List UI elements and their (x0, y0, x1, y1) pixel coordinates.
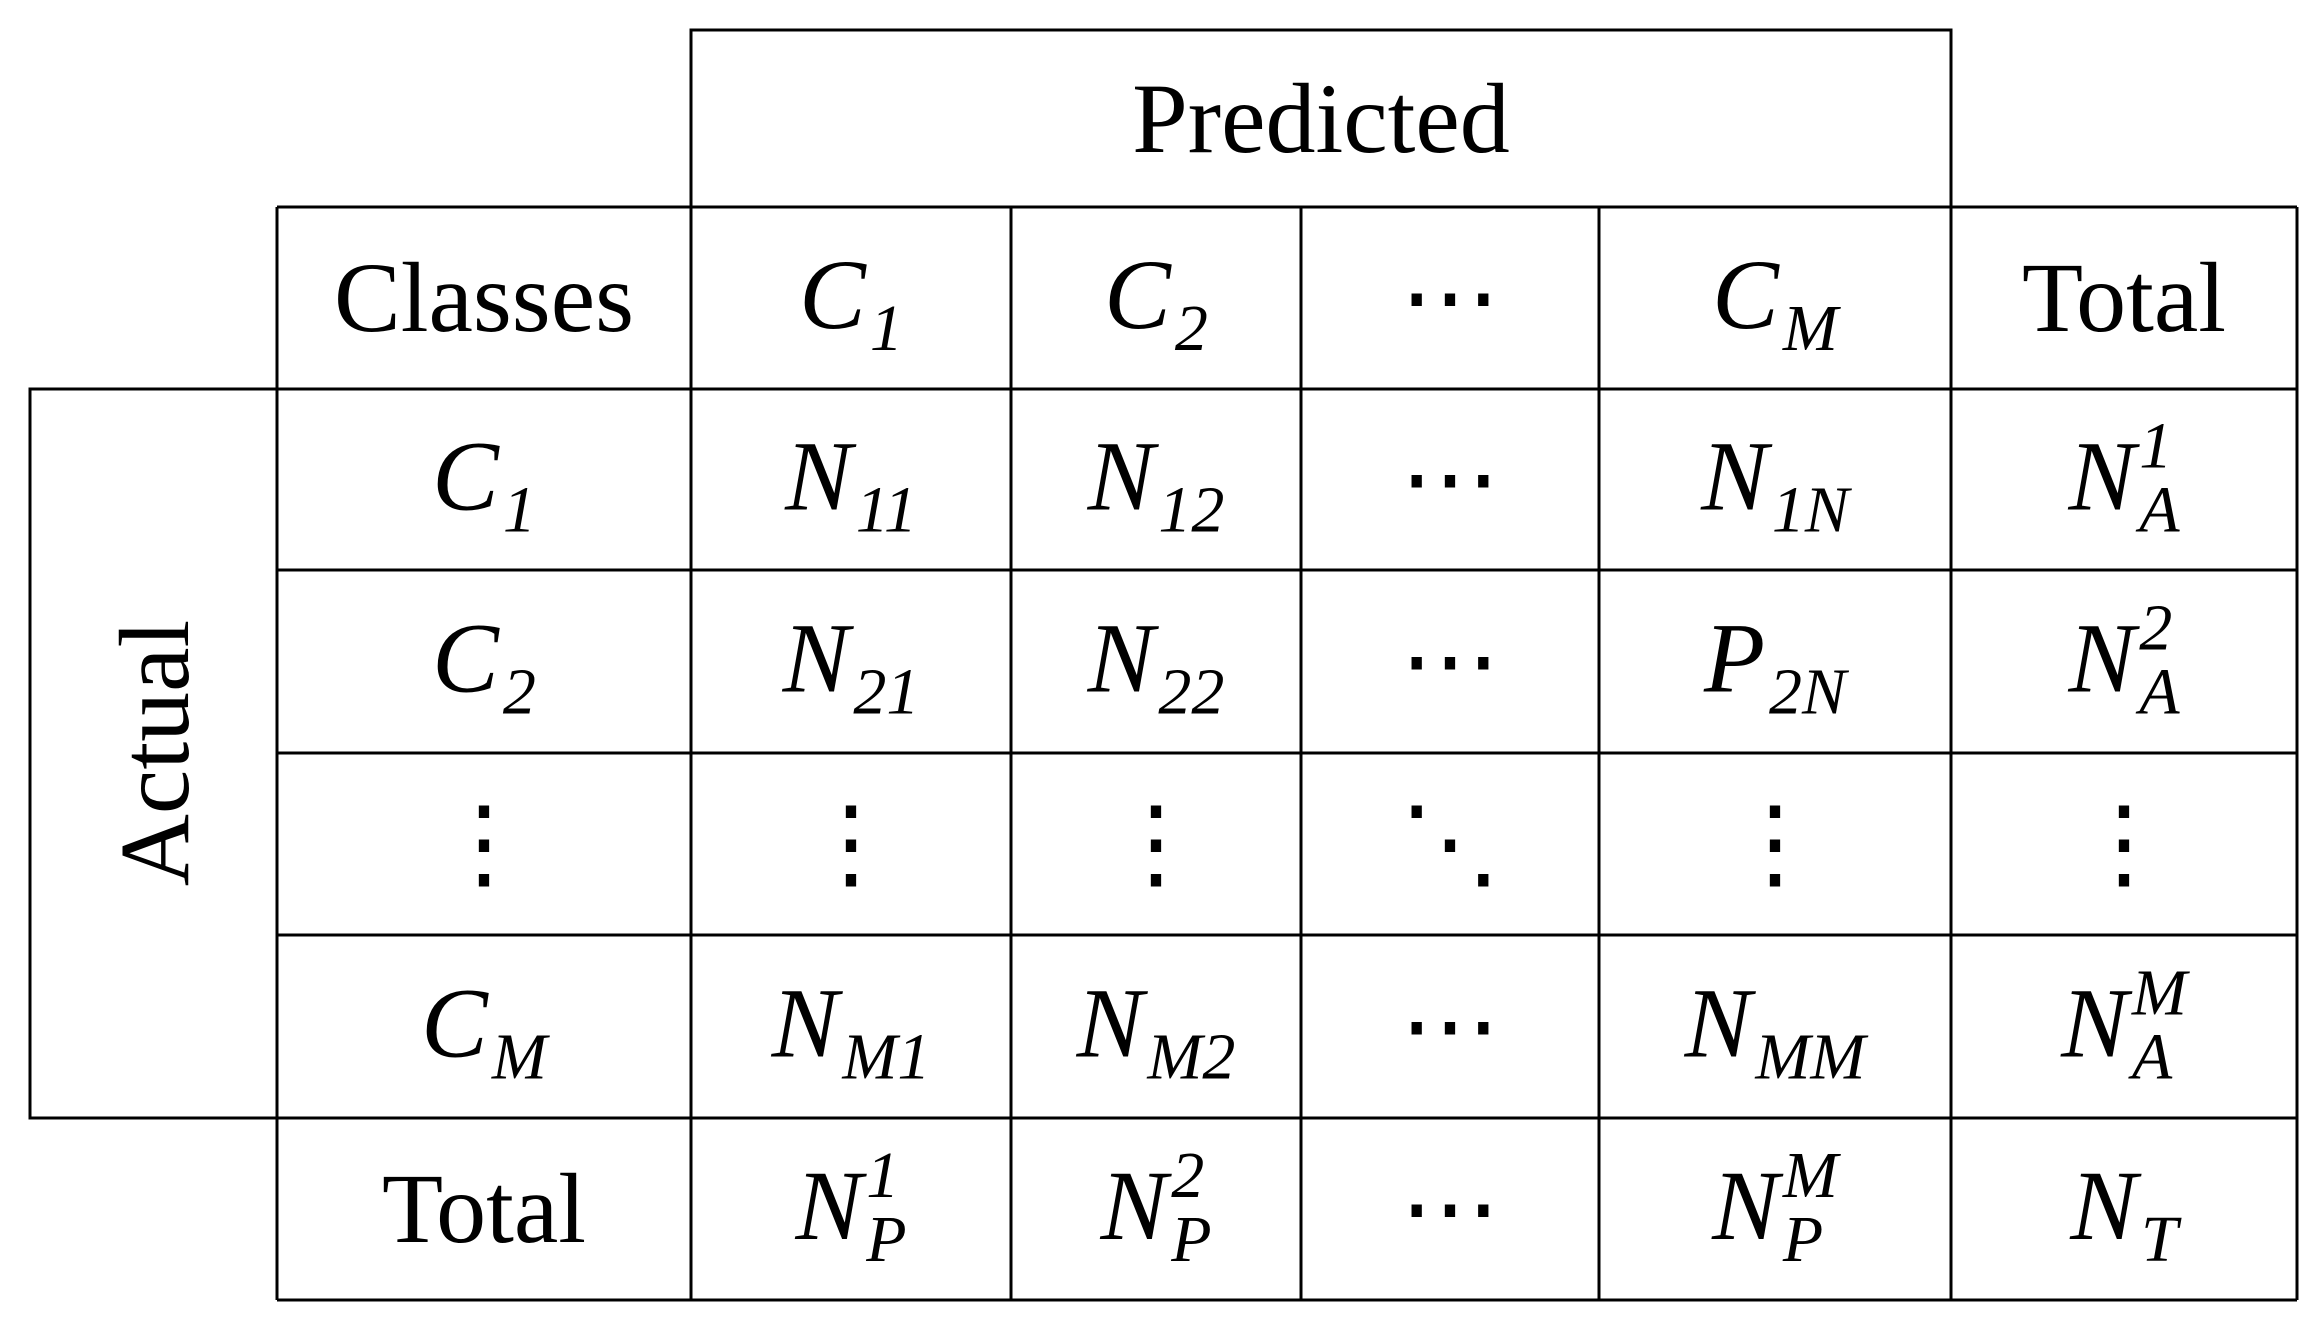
math-cell: N AM (2060, 957, 2191, 1094)
math-superscript: M (2131, 957, 2191, 1030)
math-cell: N 11 (784, 421, 917, 547)
cell-text: ⋯ (1400, 971, 1500, 1082)
math-subscript: A (2135, 656, 2180, 729)
math-cell: N 21 (782, 603, 920, 729)
math-subscript: M (1782, 292, 1842, 365)
math-base: N (782, 603, 855, 714)
predicted-label: Predicted (1132, 63, 1510, 174)
cell-text: Classes (334, 242, 634, 353)
math-subscript: 22 (1158, 656, 1224, 729)
math-subscript: P (1782, 1203, 1823, 1276)
math-cell: N MM (1684, 968, 1870, 1094)
math-base: N (1711, 1150, 1784, 1261)
math-base: N (784, 421, 857, 532)
math-base: N (1684, 968, 1757, 1079)
math-base: C (799, 239, 867, 350)
math-base: N (2067, 603, 2140, 714)
math-cell: N M2 (1076, 968, 1236, 1094)
math-subscript: 2N (1769, 656, 1850, 729)
math-subscript: 21 (853, 656, 919, 729)
math-superscript: 2 (2139, 592, 2172, 665)
cell-text: ⋮ (1725, 788, 1825, 899)
math-base: N (794, 1150, 867, 1261)
math-base: C (432, 603, 500, 714)
math-subscript: 1 (503, 474, 536, 547)
math-subscript: P (865, 1203, 906, 1276)
math-subscript: A (2135, 474, 2180, 547)
math-cell: N 1N (1700, 421, 1853, 547)
math-cell: N A2 (2067, 592, 2180, 729)
math-subscript: A (2128, 1021, 2173, 1094)
math-cell: N M1 (771, 968, 931, 1094)
math-base: N (1087, 603, 1160, 714)
math-subscript: M1 (841, 1021, 930, 1094)
math-base: N (1099, 1150, 1172, 1261)
math-base: N (2069, 1150, 2142, 1261)
math-cell: N P1 (794, 1139, 906, 1276)
cell-text: ⋮ (1106, 788, 1206, 899)
math-subscript: T (2141, 1203, 2182, 1276)
table-grid (275, 205, 2299, 1302)
math-base: N (1700, 421, 1773, 532)
math-subscript: 2 (503, 656, 536, 729)
cell-text: Total (2022, 242, 2226, 353)
math-subscript: P (1170, 1203, 1211, 1276)
math-cell: N P2 (1099, 1139, 1211, 1276)
math-base: C (1712, 239, 1780, 350)
math-subscript: M2 (1146, 1021, 1235, 1094)
math-base: N (771, 968, 844, 1079)
cell-text: ⋮ (2074, 788, 2174, 899)
math-base: C (1104, 239, 1172, 350)
math-base: N (1087, 421, 1160, 532)
math-base: N (1076, 968, 1149, 1079)
actual-label: Actual (99, 620, 210, 887)
math-subscript: M (491, 1021, 551, 1094)
cell-text: ⋯ (1400, 1153, 1500, 1264)
math-cell: N PM (1711, 1139, 1842, 1276)
math-cell: N A1 (2067, 410, 2180, 547)
math-cell: N 12 (1087, 421, 1225, 547)
math-subscript: MM (1754, 1021, 1869, 1094)
cell-text: Total (382, 1153, 586, 1264)
math-subscript: 11 (856, 474, 917, 547)
math-base: C (421, 968, 489, 1079)
cell-text: ⋯ (1400, 424, 1500, 535)
math-base: C (432, 421, 500, 532)
cell-text: ⋯ (1400, 242, 1500, 353)
math-base: N (2067, 421, 2140, 532)
math-superscript: 2 (1171, 1139, 1204, 1212)
math-subscript: 1 (870, 292, 903, 365)
math-subscript: 1N (1772, 474, 1853, 547)
cell-text: ⋱ (1400, 788, 1500, 899)
math-superscript: 1 (866, 1139, 899, 1212)
math-cell: P 2N (1703, 603, 1850, 729)
math-cell: N 22 (1087, 603, 1225, 729)
math-subscript: 2 (1175, 292, 1208, 365)
cell-text: ⋮ (801, 788, 901, 899)
cell-text: ⋮ (434, 788, 534, 899)
math-subscript: 12 (1158, 474, 1224, 547)
math-base: P (1703, 603, 1765, 714)
math-superscript: 1 (2139, 410, 2172, 483)
math-superscript: M (1782, 1139, 1842, 1212)
cell-text: ⋯ (1400, 606, 1500, 717)
math-base: N (2060, 968, 2133, 1079)
